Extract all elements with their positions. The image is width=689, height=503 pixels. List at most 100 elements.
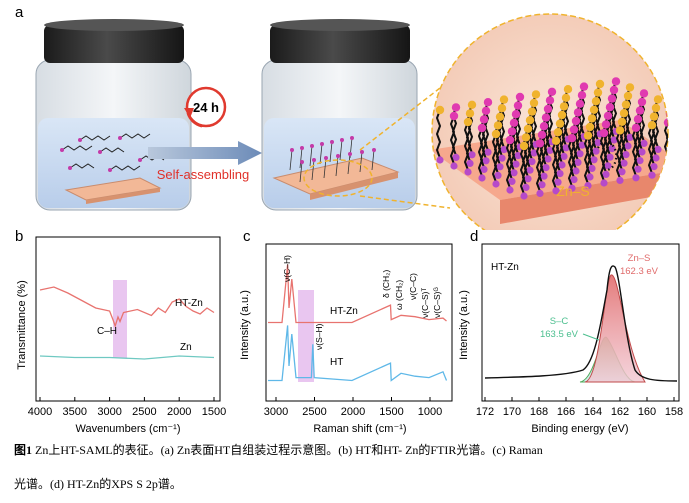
molecule-head <box>631 123 641 132</box>
molecule-head <box>559 102 569 111</box>
molecule-head <box>623 91 633 101</box>
molecule-sulfur <box>578 141 586 149</box>
molecule-head <box>601 120 611 129</box>
annotation-ch: C–H <box>97 326 117 337</box>
molecule-sulfur <box>574 158 582 166</box>
xaxis-d-tick-label: 172 <box>476 406 494 418</box>
molecule-sulfur <box>648 171 656 179</box>
molecule-sulfur <box>562 144 570 152</box>
molecule-head <box>525 116 535 125</box>
molecule-head <box>505 135 515 145</box>
molecule-sulfur <box>592 147 600 155</box>
molecule-head <box>545 96 555 105</box>
xaxis-b-tick-label: 1500 <box>202 406 226 418</box>
ylabel-b: Transmittance (%) <box>16 280 28 369</box>
molecule-head <box>521 133 531 142</box>
molecule-sulfur <box>602 170 610 178</box>
molecule-head <box>539 122 549 131</box>
molecule-chain <box>683 111 686 159</box>
molecule-sulfur <box>568 184 576 192</box>
xaxis-c-tick-label: 1000 <box>418 406 442 418</box>
molecule-head <box>483 98 493 107</box>
xaxis-b-tick-label: 2500 <box>132 406 156 418</box>
xlabel-d: Binding energy (eV) <box>531 423 628 435</box>
series-ht-c <box>268 325 448 382</box>
molecule-sulfur <box>520 192 528 200</box>
molecule-sulfur <box>522 183 530 191</box>
molecule-head <box>435 105 445 115</box>
molecule-head <box>577 91 587 100</box>
molecule-sulfur <box>638 148 646 156</box>
molecule-sulfur <box>620 159 628 167</box>
series-label-ht-zn-c: HT-Zn <box>330 306 358 317</box>
molecule-head <box>649 112 659 121</box>
panel-label-a: a <box>15 4 24 21</box>
molecule-head <box>451 103 461 112</box>
molecule-head <box>515 92 525 102</box>
molecule-head <box>609 85 619 95</box>
molecule-sulfur <box>624 142 632 150</box>
molecule-head <box>575 99 585 109</box>
molecule-sulfur <box>558 161 566 169</box>
molecule-sulfur <box>506 186 514 194</box>
molecule-head <box>571 116 581 126</box>
molecule-head <box>543 104 553 114</box>
molecule-head <box>647 121 657 130</box>
molecule-head <box>637 97 647 107</box>
sample-label-d: HT-Zn <box>491 262 519 273</box>
annotation-vcs-t: ν(C–S)ᵀ <box>420 288 430 318</box>
series-ht-zn-b <box>39 286 215 329</box>
molecule-sulfur <box>594 139 602 147</box>
molecule-head <box>625 83 635 92</box>
molecule-sulfur <box>452 153 460 161</box>
molecule-chain <box>477 127 484 177</box>
molecule-head <box>615 126 625 135</box>
series-label-ht-zn-b: HT-Zn <box>175 298 203 309</box>
molecule-head <box>547 87 557 97</box>
molecule-sulfur <box>450 162 458 170</box>
annotation-delta-ch2: δ (CH₂) <box>381 270 391 299</box>
molecule-head <box>553 128 563 137</box>
molecule-sulfur <box>666 160 668 168</box>
xaxis-c-tick-label: 3000 <box>264 406 288 418</box>
xaxis-d-tick-label: 166 <box>557 406 575 418</box>
molecule-head <box>680 116 688 124</box>
molecule-head <box>569 125 579 134</box>
figure-number: 图1 <box>14 443 33 457</box>
molecule-sulfur <box>632 174 640 182</box>
panel-label-c: c <box>243 228 251 245</box>
annotation-omega-ch2: ω (CH₂) <box>394 280 404 310</box>
molecule-head <box>573 108 583 117</box>
molecule-head <box>555 119 565 128</box>
molecule-sulfur <box>526 166 534 174</box>
molecule-head <box>523 124 533 133</box>
molecule-sulfur <box>560 152 568 160</box>
molecule-sulfur <box>514 152 522 160</box>
ch-highlight-band <box>113 280 127 358</box>
molecule-sulfur <box>640 139 648 147</box>
molecule-head <box>479 115 489 124</box>
molecule-head <box>639 89 649 98</box>
molecule-sulfur <box>654 145 662 153</box>
molecule-head <box>619 109 629 118</box>
molecule-chain <box>491 133 498 183</box>
molecule-head <box>561 93 571 103</box>
molecule-head <box>557 110 567 120</box>
molecule-head <box>611 77 621 86</box>
xaxis-d-tick-label: 158 <box>665 406 683 418</box>
molecule-sulfur <box>512 160 520 168</box>
molecule-sulfur <box>636 157 644 165</box>
molecule-sulfur <box>588 164 596 172</box>
molecule-sulfur <box>540 172 548 180</box>
xaxis-b-tick-label: 2000 <box>167 406 191 418</box>
molecule-sulfur <box>556 170 564 178</box>
xaxis-c-tick-label: 2000 <box>341 406 365 418</box>
xaxis-c-tick-label: 1500 <box>379 406 403 418</box>
molecule-sulfur <box>668 152 675 159</box>
xaxis-d-tick-label: 162 <box>611 406 629 418</box>
caption-text-1: Zn上HT-SAML的表征。(a) Zn表面HT自组装过程示意图。(b) HT和… <box>32 443 543 457</box>
molecule-sulfur <box>586 173 594 181</box>
molecule-head <box>593 88 603 97</box>
molecule-sulfur <box>590 156 598 164</box>
molecule-head <box>585 122 595 132</box>
